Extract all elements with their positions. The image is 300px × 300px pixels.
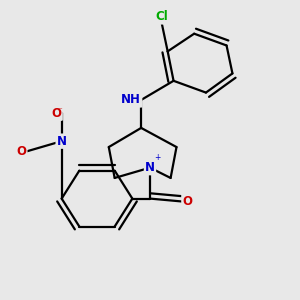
Text: O: O bbox=[182, 195, 192, 208]
Text: O: O bbox=[16, 145, 26, 158]
Text: ⁻: ⁻ bbox=[58, 106, 63, 115]
Text: NH: NH bbox=[121, 93, 141, 106]
Text: +: + bbox=[154, 153, 161, 162]
Text: N: N bbox=[145, 161, 155, 174]
Text: O: O bbox=[52, 107, 62, 120]
Text: N: N bbox=[57, 135, 67, 148]
Text: Cl: Cl bbox=[155, 11, 168, 23]
